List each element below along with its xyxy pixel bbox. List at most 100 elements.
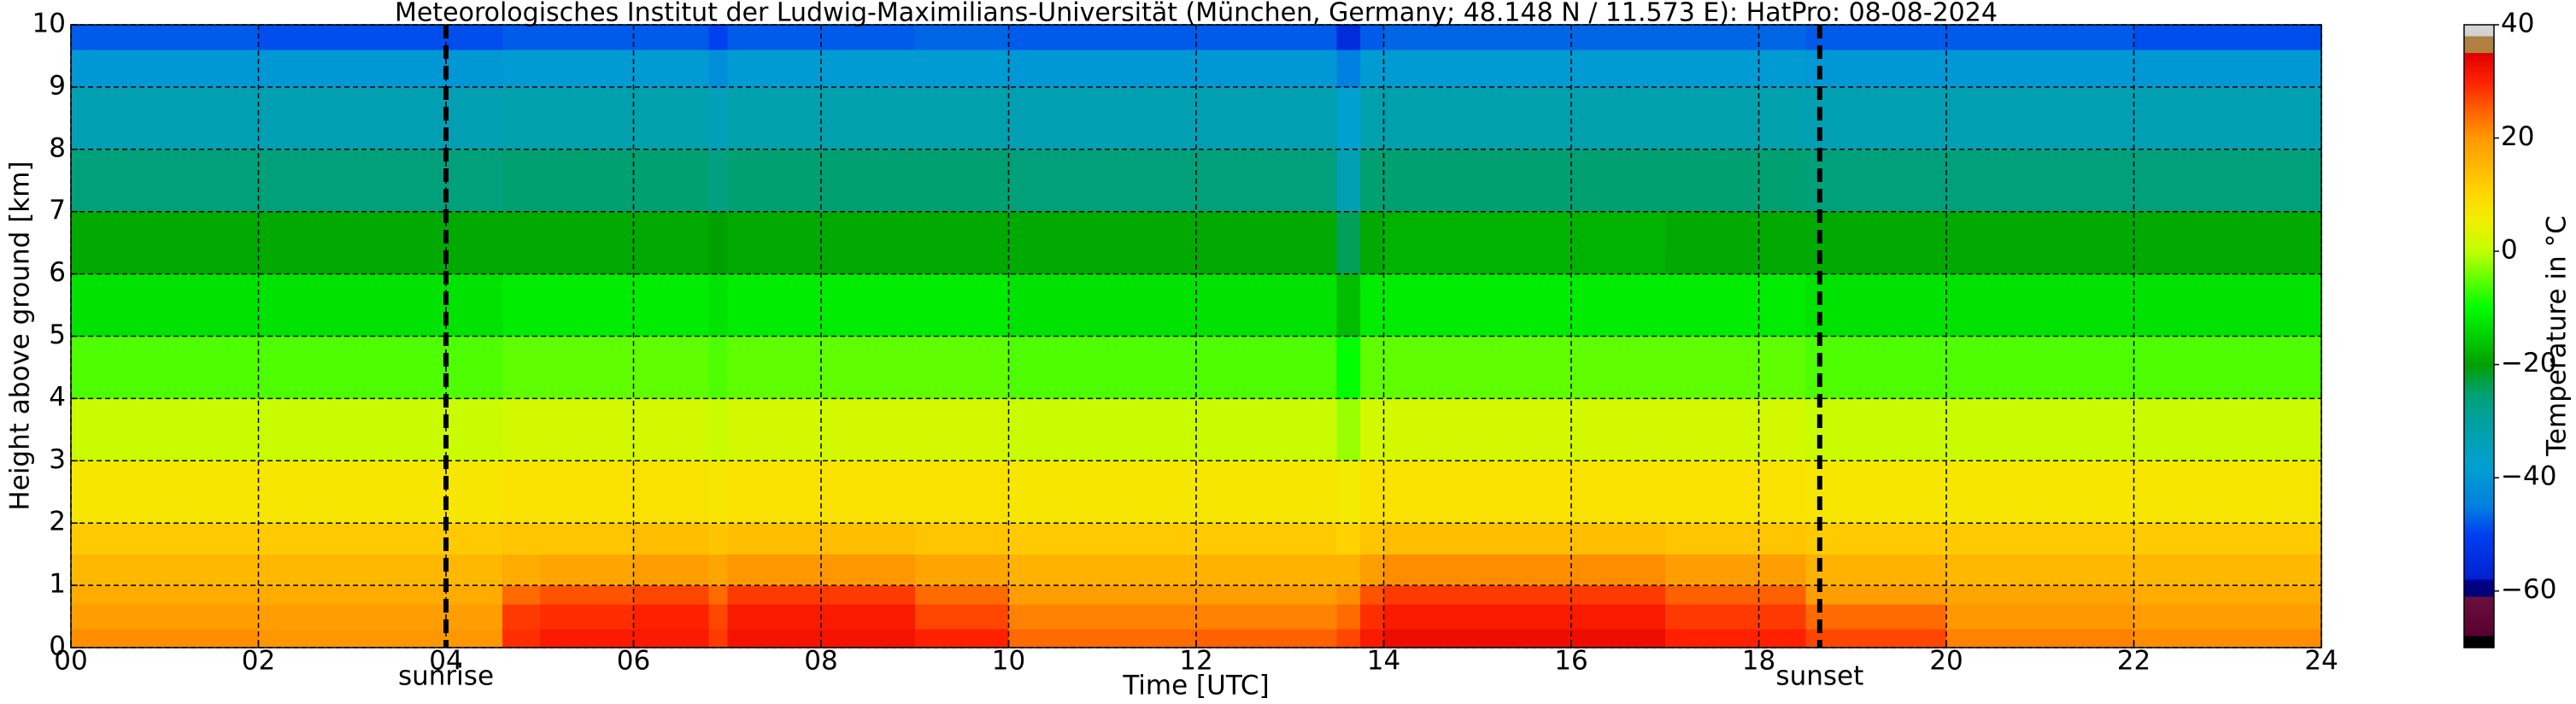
heatmap-cell	[1946, 398, 2134, 461]
heatmap-cell	[708, 50, 728, 88]
heatmap-cell	[1336, 629, 1361, 648]
heatmap-cell	[708, 461, 728, 524]
heatmap-cell	[1196, 398, 1338, 461]
heatmap-cell	[1008, 25, 1197, 50]
y-tick-label: 3	[49, 444, 66, 475]
y-tick-label: 2	[49, 507, 66, 537]
heatmap-cell	[1336, 523, 1361, 555]
heatmap-cell	[2133, 603, 2294, 630]
y-tick-label: 6	[49, 257, 66, 288]
heatmap-cell	[2133, 50, 2294, 88]
heatmap-cell	[2293, 398, 2322, 461]
heatmap-cell	[1196, 50, 1338, 88]
heatmap-cell	[633, 273, 709, 337]
heatmap-cell	[71, 50, 259, 88]
heatmap-cell	[1805, 336, 1947, 399]
heatmap-cell	[2133, 211, 2294, 275]
heatmap-cell	[71, 25, 259, 50]
heatmap-cell	[258, 149, 447, 213]
heatmap-cell	[1336, 86, 1361, 150]
heatmap-cell	[258, 461, 447, 524]
heatmap-cell	[708, 523, 728, 555]
heatmap-cell	[1336, 211, 1361, 275]
heatmap-cell	[1664, 211, 1806, 275]
heatmap-cell	[914, 25, 1009, 50]
colorbar-tick-label: −60	[2501, 574, 2556, 605]
heatmap-cell	[1008, 336, 1197, 399]
heatmap-cell	[708, 25, 728, 50]
heatmap-cell	[1805, 25, 1947, 50]
heatmap-cell	[1383, 25, 1572, 50]
heatmap-cell	[2293, 273, 2322, 337]
heatmap-cell	[2293, 50, 2322, 88]
heatmap-cell	[539, 461, 634, 524]
heatmap-cell	[502, 86, 541, 150]
heatmap-cell	[1664, 50, 1806, 88]
heatmap-cell	[1571, 273, 1666, 337]
heatmap-cell	[1360, 50, 1384, 88]
heatmap-cell	[1805, 86, 1947, 150]
heatmap-cell	[1664, 86, 1806, 150]
x-tick-label: 20	[1929, 646, 1963, 677]
heatmap-cell	[633, 398, 709, 461]
heatmap-cell	[502, 523, 541, 555]
heatmap-cell	[539, 603, 634, 630]
heatmap-cell	[502, 211, 541, 275]
heatmap-cell	[1360, 149, 1384, 213]
y-axis-label: Height above ground [km]	[5, 161, 36, 510]
heatmap-cell	[2133, 629, 2294, 648]
heatmap-cell	[2293, 585, 2322, 605]
heatmap-cell	[1805, 629, 1947, 648]
heatmap-cell	[1008, 554, 1197, 586]
heatmap-cell	[1360, 523, 1384, 555]
heatmap-cell	[1664, 336, 1806, 399]
heatmap-cell	[1946, 585, 2134, 605]
heatmap-cell	[1383, 211, 1572, 275]
heatmap-cell	[1196, 211, 1338, 275]
heatmap-cell	[71, 149, 259, 213]
heatmap-cell	[914, 603, 1009, 630]
x-tick-label: 00	[54, 646, 87, 677]
heatmap-cell	[502, 629, 541, 648]
heatmap-cell	[1008, 273, 1197, 337]
heatmap-cell	[1664, 398, 1806, 461]
heatmap-cell	[1383, 398, 1572, 461]
heatmap-cell	[1805, 149, 1947, 213]
heatmap-cell	[2293, 149, 2322, 213]
heatmap-cell	[633, 461, 709, 524]
heatmap-cell	[258, 25, 447, 50]
heatmap-cell	[1805, 523, 1947, 555]
heatmap-cell	[914, 554, 1009, 586]
heatmap-cell	[914, 585, 1009, 605]
heatmap-cell	[1360, 86, 1384, 150]
heatmap-cell	[1664, 461, 1806, 524]
heatmap-cell	[1383, 149, 1572, 213]
x-tick-label: 12	[1179, 646, 1212, 677]
heatmap-cell	[633, 629, 709, 648]
heatmap-cell	[2133, 554, 2294, 586]
heatmap-cell	[539, 523, 634, 555]
heatmap-cell	[2133, 398, 2294, 461]
heatmap-cell	[1196, 523, 1338, 555]
heatmap-cell	[258, 629, 447, 648]
heatmap-cell	[708, 554, 728, 586]
heatmap-cell	[71, 86, 259, 150]
heatmap-cell	[1196, 603, 1338, 630]
heatmap-cell	[1383, 603, 1572, 630]
heatmap-cell	[914, 336, 1009, 399]
heatmap-cell	[1196, 554, 1338, 586]
x-tick-label: 22	[2117, 646, 2151, 677]
heatmap-cell	[1196, 149, 1338, 213]
heatmap-cell	[502, 585, 541, 605]
heatmap-cell	[633, 25, 709, 50]
colorbar-tick-label: 0	[2501, 235, 2518, 266]
heatmap-cell	[446, 523, 503, 555]
heatmap-cell	[2293, 25, 2322, 50]
heatmap-cell	[1664, 149, 1806, 213]
heatmap-cell	[2293, 554, 2322, 586]
heatmap-cell	[914, 273, 1009, 337]
heatmap-cell	[71, 398, 259, 461]
heatmap-cell	[1360, 25, 1384, 50]
heatmap-cell	[446, 398, 503, 461]
heatmap-cell	[2133, 25, 2294, 50]
